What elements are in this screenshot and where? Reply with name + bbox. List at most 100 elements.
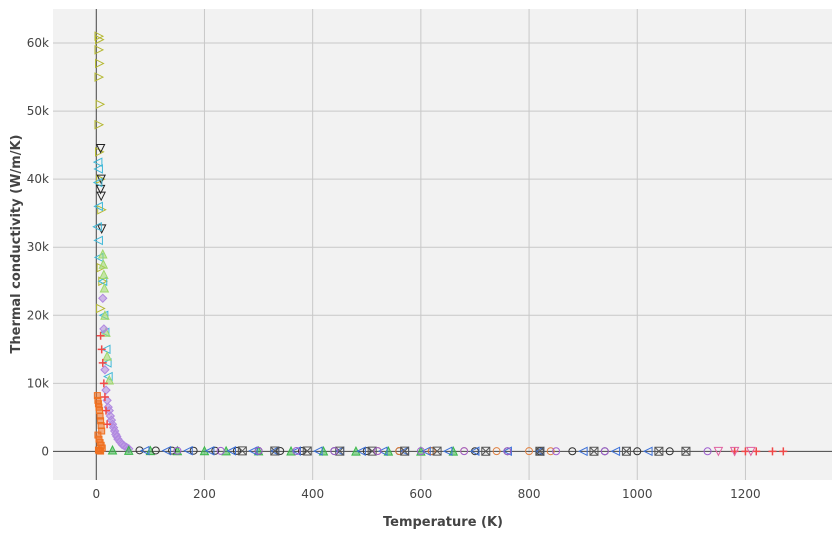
data-point <box>135 446 144 455</box>
data-point <box>161 445 172 456</box>
data-point <box>362 447 371 456</box>
data-point <box>98 259 109 269</box>
grid-lines <box>53 9 832 480</box>
x-tick-label: 0 <box>92 487 100 501</box>
data-point <box>546 447 555 456</box>
data-point <box>97 447 105 455</box>
data-point <box>248 446 258 456</box>
data-point <box>94 45 105 55</box>
y-tick-label: 50k <box>27 104 49 118</box>
data-point <box>297 447 306 456</box>
data-point <box>432 446 442 456</box>
y-axis-title: Thermal conductivity (W/m/K) <box>9 135 24 354</box>
data-point <box>100 344 111 355</box>
data-point <box>610 446 621 457</box>
series-points <box>97 248 115 385</box>
data-point <box>183 445 193 456</box>
data-point <box>270 446 280 456</box>
data-point <box>291 446 301 456</box>
data-point <box>503 447 512 456</box>
data-point <box>216 446 225 455</box>
data-point <box>101 358 112 368</box>
data-point <box>94 72 105 82</box>
data-point <box>211 446 220 455</box>
data-point <box>681 446 691 456</box>
data-point <box>502 446 512 457</box>
data-point <box>578 446 588 457</box>
x-tick-label: 800 <box>518 487 541 501</box>
data-point <box>427 447 436 456</box>
data-point <box>98 293 108 303</box>
x-axis-ticks: 0 200 400 600 800 1000 1200 <box>92 487 760 501</box>
data-point <box>93 164 103 174</box>
data-point <box>729 446 740 457</box>
data-point <box>568 447 577 456</box>
data-point <box>525 447 534 456</box>
data-point <box>779 447 788 456</box>
data-point <box>97 204 107 215</box>
data-point <box>292 447 301 456</box>
data-point <box>416 447 425 456</box>
data-point <box>92 221 102 232</box>
data-point <box>460 447 469 456</box>
series-points <box>237 446 691 456</box>
data-point <box>100 365 110 375</box>
data-point <box>99 324 109 334</box>
data-point <box>741 447 750 456</box>
data-point <box>713 446 724 457</box>
x-tick-label: 600 <box>409 487 432 501</box>
data-point <box>96 331 105 340</box>
data-point <box>421 446 431 457</box>
data-point <box>730 447 739 456</box>
data-point <box>633 447 642 456</box>
data-point <box>621 446 631 456</box>
data-point <box>95 99 106 110</box>
data-point <box>92 157 103 167</box>
x-tick-label: 1200 <box>730 487 761 501</box>
data-point <box>481 446 491 456</box>
data-point <box>92 177 103 188</box>
data-point <box>232 446 241 455</box>
data-point <box>535 446 545 456</box>
data-point <box>752 447 761 456</box>
data-point <box>204 445 215 456</box>
data-point <box>99 282 110 293</box>
data-point <box>746 446 756 457</box>
x-axis-title: Temperature (K) <box>383 515 503 530</box>
data-point <box>93 235 103 246</box>
data-point <box>356 446 366 456</box>
data-point <box>318 445 329 456</box>
data-point <box>99 269 109 279</box>
data-point <box>276 447 285 456</box>
data-point <box>654 446 664 456</box>
data-point <box>469 446 480 457</box>
data-point <box>373 447 382 456</box>
data-point <box>589 446 599 456</box>
x-tick-label: 1000 <box>622 487 653 501</box>
data-point <box>104 374 115 385</box>
data-point <box>96 303 106 314</box>
y-tick-label: 20k <box>27 308 49 322</box>
data-point <box>139 445 150 456</box>
data-point <box>600 447 609 456</box>
data-point <box>703 447 712 456</box>
data-point <box>102 406 111 415</box>
data-point <box>93 201 103 212</box>
data-point <box>100 310 110 320</box>
data-point <box>123 445 134 455</box>
data-point <box>168 446 177 455</box>
data-point <box>100 392 109 401</box>
data-point <box>237 446 247 456</box>
y-tick-label: 10k <box>27 376 49 390</box>
y-tick-label: 40k <box>27 172 49 186</box>
series-points <box>98 293 134 454</box>
data-point <box>665 447 674 456</box>
data-point <box>768 447 777 456</box>
series-points <box>173 446 712 456</box>
y-tick-label: 60k <box>27 36 49 50</box>
x-tick-label: 400 <box>301 487 324 501</box>
data-point <box>254 446 263 455</box>
data-point <box>642 446 653 457</box>
data-point <box>312 446 323 456</box>
series-points <box>96 331 788 456</box>
